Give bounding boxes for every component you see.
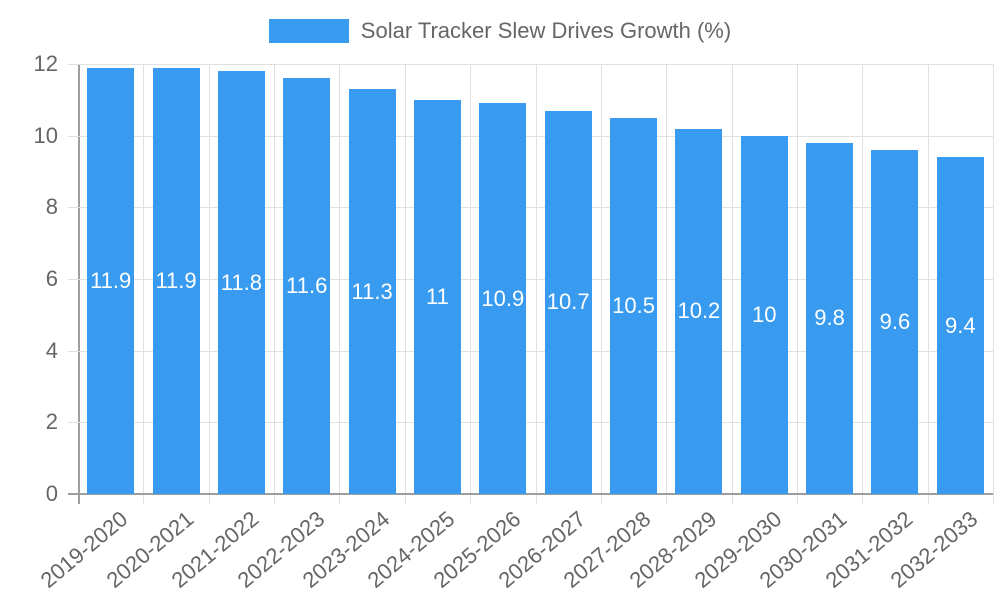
bar-value-label: 10 (752, 301, 777, 327)
y-tick-label: 0 (45, 481, 58, 506)
gridline-vertical (731, 64, 733, 504)
x-axis (68, 493, 993, 495)
bar-2029-2030[interactable] (740, 135, 788, 494)
bar-2022-2023[interactable] (283, 78, 331, 494)
y-axis (78, 64, 80, 504)
gridline-vertical (666, 64, 668, 504)
gridline-horizontal (68, 207, 993, 209)
bar-2020-2021[interactable] (152, 67, 200, 494)
y-tick-label: 12 (33, 51, 58, 76)
bar-value-label: 9.8 (814, 305, 845, 331)
gridline-horizontal (68, 64, 993, 65)
y-tick-label: 8 (45, 194, 58, 220)
gridline-vertical (274, 64, 276, 504)
y-tick-label: 10 (33, 122, 58, 148)
bar-2030-2031[interactable] (806, 142, 854, 494)
gridline-horizontal (68, 135, 993, 137)
chart-legend[interactable]: Solar Tracker Slew Drives Growth (%) (0, 18, 1000, 44)
gridline-vertical (993, 64, 994, 504)
gridline-horizontal (68, 279, 993, 280)
bar-value-label: 11.9 (155, 267, 197, 293)
gridline-vertical (927, 64, 929, 504)
gridline-vertical (404, 64, 406, 504)
bar-value-label: 11.6 (286, 273, 328, 299)
gridline-vertical (143, 64, 145, 504)
gridline-vertical (208, 64, 210, 504)
gridline-vertical (600, 64, 602, 504)
bar-value-label: 11.3 (351, 278, 393, 304)
gridline-vertical (535, 64, 537, 504)
bar-2032-2033[interactable] (936, 157, 984, 494)
bar-2027-2028[interactable] (610, 117, 658, 494)
y-tick-label: 2 (45, 409, 58, 435)
y-tick-label: 6 (45, 266, 58, 291)
gridline-horizontal (68, 350, 993, 352)
bar-2026-2027[interactable] (544, 110, 592, 494)
bar-value-label: 10.5 (612, 292, 655, 318)
legend-swatch (268, 19, 349, 43)
bar-value-label: 10.2 (677, 298, 721, 324)
bar-value-label: 11.9 (90, 267, 132, 293)
gridline-vertical (862, 64, 864, 504)
bar-value-label: 11.8 (220, 269, 262, 295)
bar-value-label: 11 (426, 283, 449, 309)
plot-area: 11.9 11.9 11.8 11.6 11.3 11 10.9 10.7 10.5 10.2 10… (68, 64, 994, 504)
bar-value-label: 9.4 (945, 312, 976, 338)
bar-2025-2026[interactable] (479, 103, 527, 494)
bar-2021-2022[interactable] (217, 71, 265, 494)
bar-2031-2032[interactable] (871, 150, 919, 494)
y-tick-label: 4 (45, 337, 58, 363)
legend-label: Solar Tracker Slew Drives Growth (%) (360, 18, 732, 43)
bar-2019-2020[interactable] (87, 67, 135, 494)
bar-2028-2029[interactable] (675, 128, 723, 494)
gridline-horizontal (68, 422, 993, 424)
gridline-vertical (470, 64, 472, 504)
bar-value-label: 9.6 (879, 309, 911, 334)
bar-value-label: 10.7 (546, 289, 590, 315)
gridline-vertical (796, 64, 798, 504)
bar-2023-2024[interactable] (348, 89, 396, 494)
gridline-vertical (339, 64, 341, 504)
bar-2024-2025[interactable] (413, 99, 461, 494)
bar-value-label: 10.9 (481, 285, 525, 311)
